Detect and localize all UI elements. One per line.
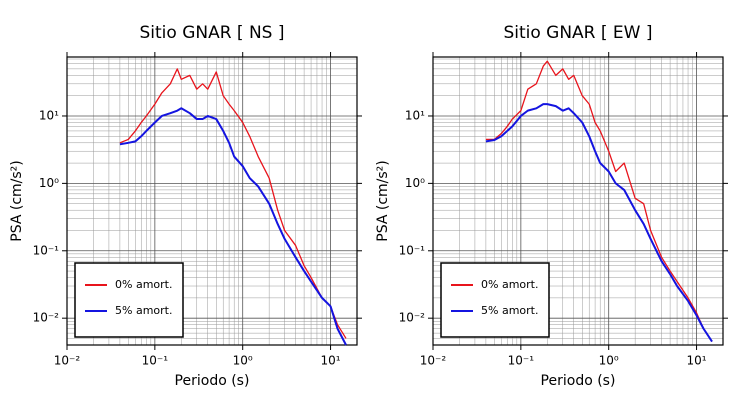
y-tick-label: 10¹ xyxy=(39,108,59,122)
y-tick-label: 10⁰ xyxy=(39,176,59,190)
x-tick-label: 10¹ xyxy=(321,354,341,368)
y-axis-label: PSA (cm/s²) xyxy=(375,160,391,242)
y-tick-label: 10⁻¹ xyxy=(33,243,60,257)
y-tick-label: 10⁻² xyxy=(33,311,60,325)
y-axis-label: PSA (cm/s²) xyxy=(9,160,25,242)
y-tick-label: 10⁻² xyxy=(399,311,426,325)
x-tick-label: 10⁻¹ xyxy=(142,354,169,368)
y-tick-label: 10⁰ xyxy=(405,176,425,190)
chart-title: Sitio GNAR [ NS ] xyxy=(139,23,284,43)
x-tick-label: 10⁻² xyxy=(420,354,447,368)
legend-box xyxy=(440,262,550,338)
plot-frame xyxy=(432,56,724,346)
x-tick-label: 10⁻¹ xyxy=(508,354,535,368)
chart: Sitio GNAR [ EW ] 10⁻² 10⁻¹ 10⁰ 10¹ 10⁻² 10⁻¹ 1… xyxy=(375,23,728,389)
plot-frame xyxy=(66,56,358,346)
legend-label: 0% amort. xyxy=(481,278,538,291)
legend-label: 0% amort. xyxy=(115,278,172,291)
series-line xyxy=(485,60,713,342)
x-tick-label: 10⁰ xyxy=(233,354,253,368)
series-line xyxy=(485,103,713,343)
chart: Sitio GNAR [ NS ] 10⁻² 10⁻¹ 10⁰ 10¹ 10⁻² 10⁻¹ 1… xyxy=(9,23,362,389)
x-tick-label: 10⁻² xyxy=(54,354,81,368)
legend-label: 5% amort. xyxy=(115,304,172,317)
series-line xyxy=(119,68,347,339)
y-tick-label: 10⁻¹ xyxy=(399,243,426,257)
legend-label: 5% amort. xyxy=(481,304,538,317)
x-axis-label: Periodo (s) xyxy=(541,373,616,389)
x-tick-label: 10¹ xyxy=(687,354,707,368)
chart-title: Sitio GNAR [ EW ] xyxy=(503,23,652,43)
series-line xyxy=(119,107,347,346)
x-axis-label: Periodo (s) xyxy=(175,373,250,389)
x-tick-label: 10⁰ xyxy=(599,354,619,368)
y-tick-label: 10¹ xyxy=(405,108,425,122)
legend-box xyxy=(74,262,184,338)
